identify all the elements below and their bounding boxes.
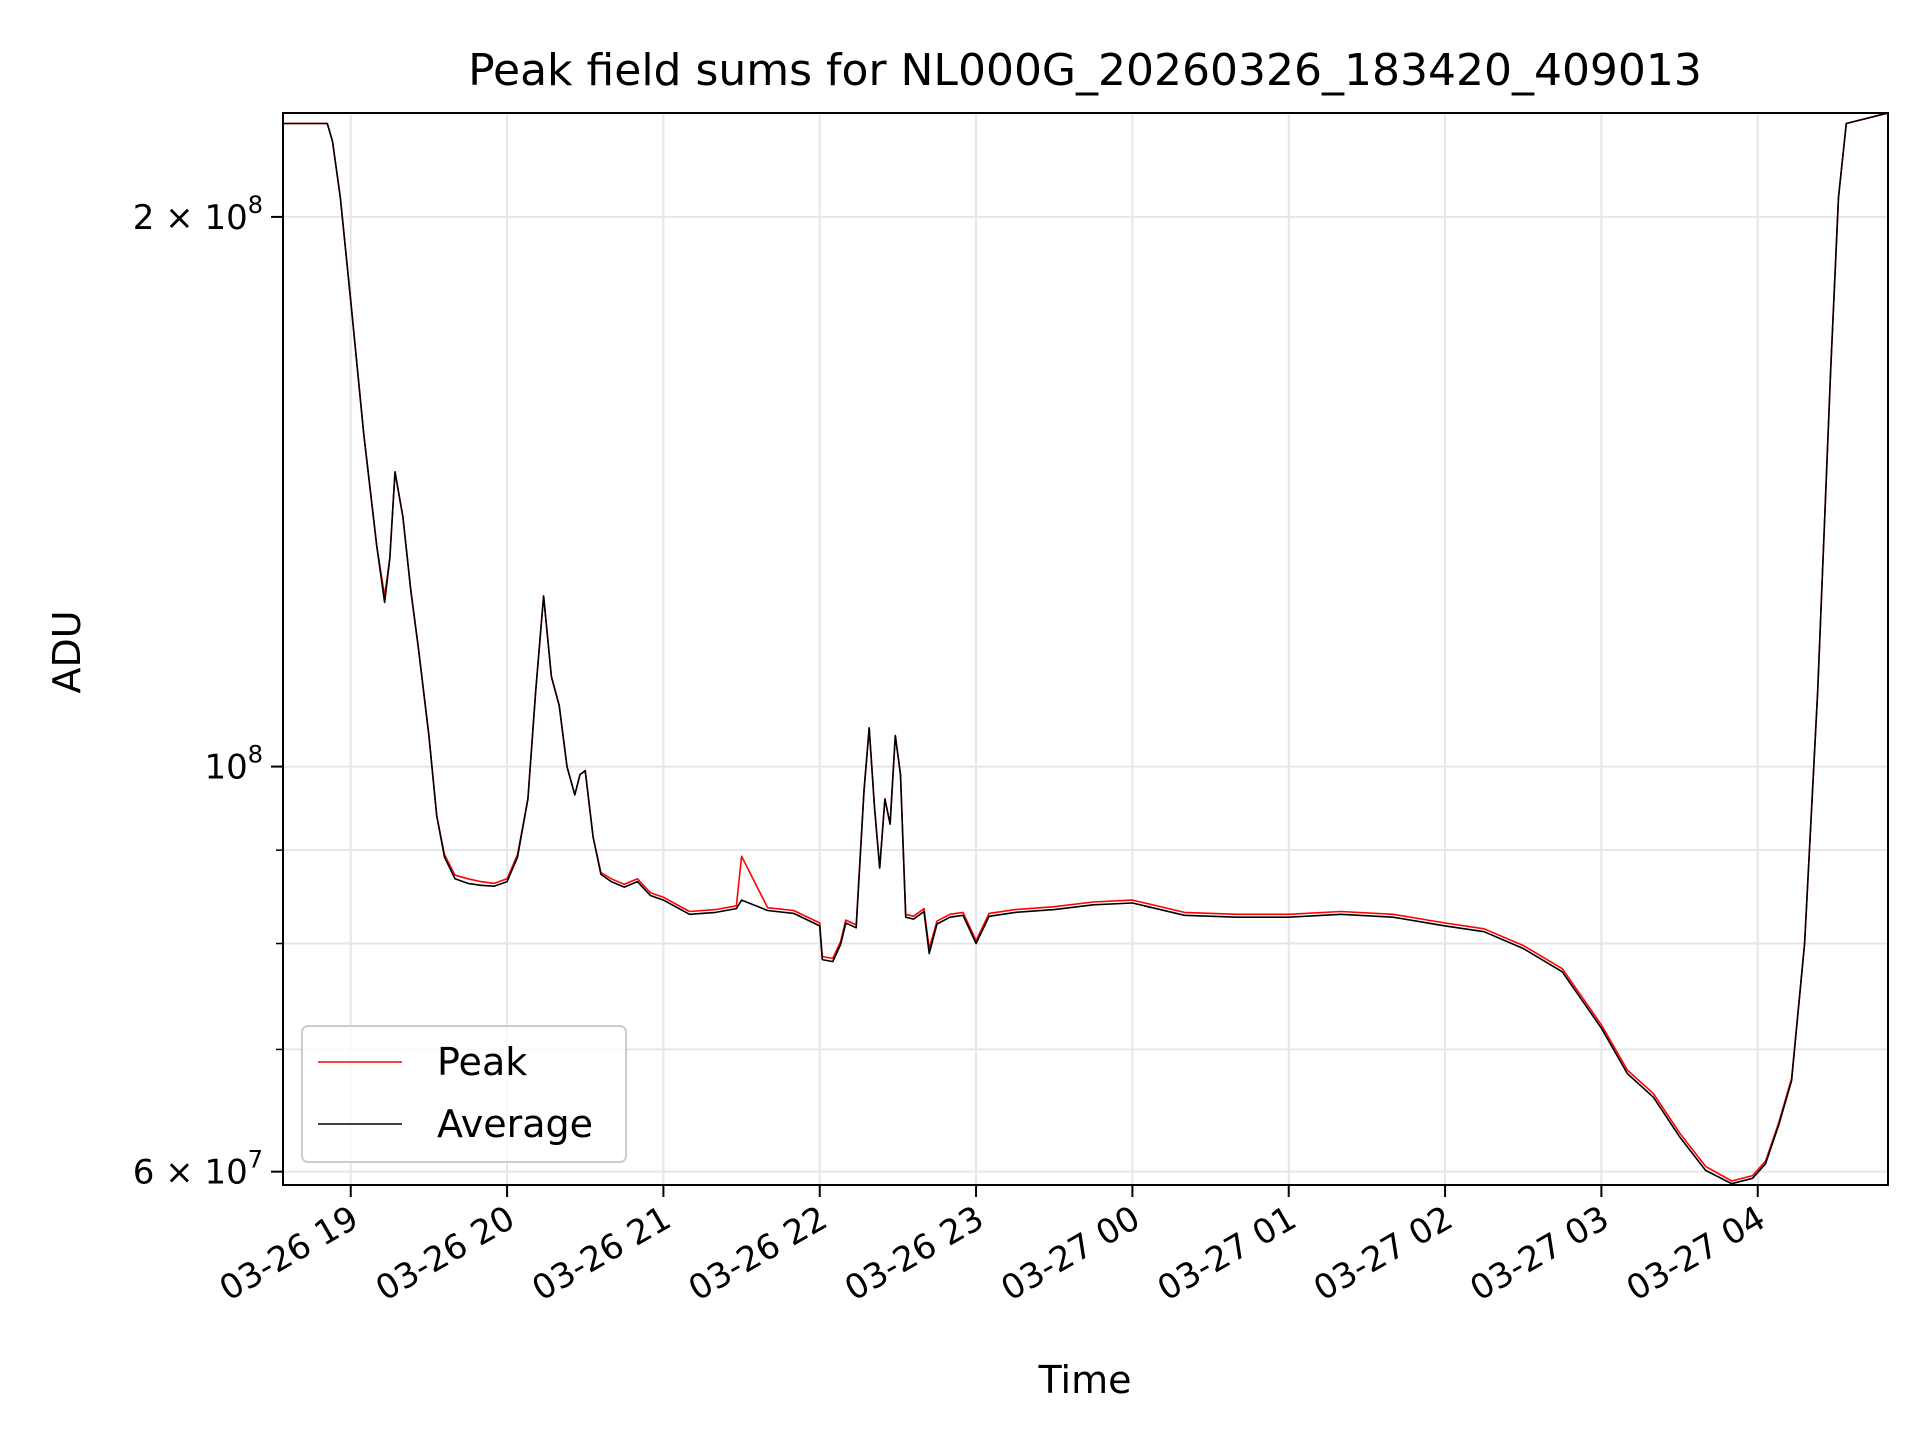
chart-title: Peak field sums for NL000G_20260326_1834… (468, 45, 1702, 96)
y-tick-label: 108 (204, 741, 263, 788)
legend-label-average: Average (437, 1102, 593, 1146)
series-line-average (283, 113, 1888, 1185)
plot-area-frame (282, 112, 1889, 1186)
legend-label-peak: Peak (437, 1040, 527, 1084)
grid-lines (283, 113, 1888, 1185)
y-tick-label: 6 × 107 (133, 1146, 263, 1193)
y-axis-label: ADU (45, 610, 89, 693)
y-tick-label: 2 × 108 (133, 191, 263, 238)
x-axis-label: Time (1038, 1358, 1132, 1402)
legend-box (301, 1025, 627, 1163)
series-lines (283, 113, 1888, 1185)
legend: Peak Average (301, 1025, 627, 1163)
y-axis: 6 × 107 108 2 × 108 (133, 191, 283, 1193)
